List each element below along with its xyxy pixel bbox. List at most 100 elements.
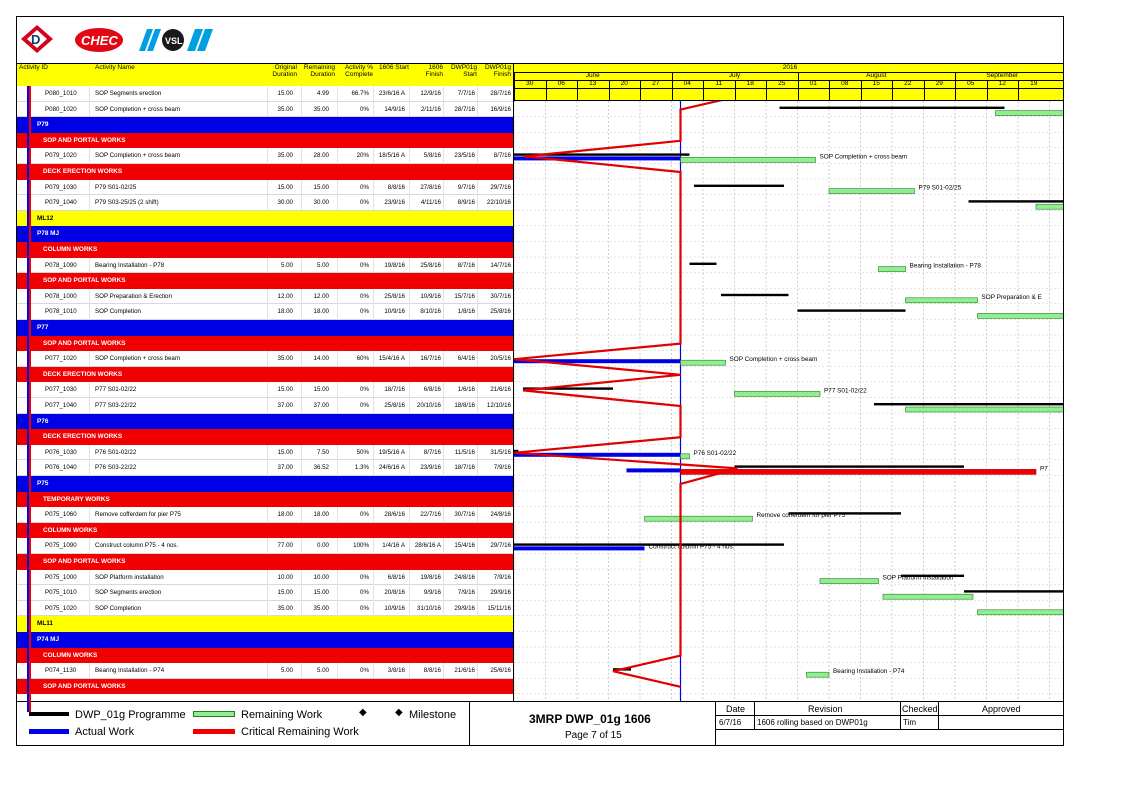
activity-row[interactable]: P080_1010 SOP Segments erection 15.00 4.99 6… bbox=[17, 86, 513, 102]
remaining-work-bar bbox=[828, 188, 915, 194]
wbs-group-header[interactable]: COLUMN WORKS bbox=[17, 242, 513, 258]
activity-row[interactable]: P079_1020 SOP Completion + cross beam 35.0… bbox=[17, 148, 513, 164]
activity-row[interactable]: P074_1130 Bearing Installation - P74 5.00 5… bbox=[17, 663, 513, 679]
cell-pct: 0% bbox=[360, 105, 369, 113]
activity-row[interactable]: P079_1030 P79 S01-02/25 15.00 15.00 0% 8/8/16… bbox=[17, 179, 513, 196]
activity-row[interactable]: P076_1030 P76 S01-02/22 15.00 7.50 50% 19/5/1… bbox=[17, 444, 513, 461]
timeline-week: 05 bbox=[967, 80, 975, 87]
cell-ds: 1/8/16 bbox=[457, 308, 475, 316]
legend-critical-swatch bbox=[193, 729, 235, 734]
cell-df: 25/8/16 bbox=[490, 308, 511, 316]
wbs-group-header[interactable]: P74 MJ bbox=[17, 632, 513, 648]
wbs-group-header[interactable]: P79 bbox=[17, 117, 513, 133]
wbs-group-header[interactable]: DECK ERECTION WORKS bbox=[17, 429, 513, 445]
cell-f: 20/10/16 bbox=[416, 402, 441, 409]
wbs-group-label: P78 MJ bbox=[37, 230, 60, 238]
cell-df: 7/9/16 bbox=[493, 464, 511, 472]
wbs-group-header[interactable]: P78 MJ bbox=[17, 226, 513, 242]
cell-pct: 0% bbox=[360, 292, 369, 300]
cell-f: 27/8/16 bbox=[420, 183, 441, 191]
activity-row[interactable]: P077_1040 P77 S03-22/22 37.00 37.00 0% 25/8/1… bbox=[17, 398, 513, 414]
cell-f: 19/8/16 bbox=[420, 573, 441, 581]
remaining-work-bar bbox=[977, 313, 1063, 319]
wbs-group-header[interactable]: ML11 bbox=[17, 616, 513, 632]
timeline-week: 11 bbox=[715, 80, 723, 87]
wbs-group-header[interactable]: COLUMN WORKS bbox=[17, 522, 513, 539]
wbs-group-header[interactable]: SOP AND PORTAL WORKS bbox=[17, 554, 513, 570]
cell-pct: 0% bbox=[360, 183, 369, 191]
cell-od: 35.00 bbox=[277, 105, 293, 113]
activity-table: P080_1010 SOP Segments erection 15.00 4.99 6… bbox=[17, 86, 513, 712]
cell-s: 28/6/16 bbox=[384, 511, 405, 519]
wbs-group-header[interactable]: COLUMN WORKS bbox=[17, 647, 513, 664]
actual-work-bar bbox=[626, 468, 681, 473]
cell-ds: 23/5/16 bbox=[454, 152, 475, 160]
cell-name: SOP Segments erection bbox=[95, 589, 162, 597]
wbs-group-header[interactable]: DECK ERECTION WORKS bbox=[17, 164, 513, 180]
cell-f: 4/11/16 bbox=[420, 199, 441, 207]
activity-row[interactable]: P075_1090 Construct column P75 - 4 nos. 77… bbox=[17, 538, 513, 554]
timeline-week: 13 bbox=[589, 80, 597, 87]
timeline-week: 19 bbox=[1030, 80, 1038, 87]
bar-label: P76 S01-02/22 bbox=[694, 450, 737, 457]
cell-name: Construct column P75 - 4 nos. bbox=[95, 542, 179, 550]
remaining-work-bar bbox=[819, 578, 879, 584]
wbs-group-label: SOP AND PORTAL WORKS bbox=[43, 136, 126, 144]
timeline-week-divider bbox=[829, 80, 830, 100]
timeline-month: July bbox=[728, 72, 741, 79]
timeline-week-divider bbox=[608, 80, 610, 100]
remaining-work-bar bbox=[977, 609, 1063, 616]
wbs-group-label: SOP AND PORTAL WORKS bbox=[43, 277, 126, 285]
wbs-group-header[interactable]: SOP AND PORTAL WORKS bbox=[17, 335, 513, 352]
svg-text:CHEC: CHEC bbox=[81, 33, 118, 48]
cell-od: 18.00 bbox=[277, 511, 293, 519]
remaining-work-bar bbox=[680, 453, 690, 460]
cell-f: 8/8/16 bbox=[423, 667, 441, 675]
activity-row[interactable]: P075_1010 SOP Segments erection 15.00 15.00… bbox=[17, 585, 513, 601]
activity-row[interactable]: P079_1040 P79 S03-25/25 (2 shift) 30.00 30.… bbox=[17, 195, 513, 211]
wbs-group-header[interactable]: SOP AND PORTAL WORKS bbox=[17, 273, 513, 289]
wbs-group-label: P76 bbox=[37, 417, 49, 425]
actual-work-bar bbox=[514, 546, 645, 551]
cell-id: P078_1010 bbox=[45, 308, 77, 316]
wbs-group-header[interactable]: TEMPORARY WORKS bbox=[17, 491, 513, 508]
programme-bar bbox=[964, 590, 1063, 593]
cell-ds: 7/7/16 bbox=[457, 90, 475, 97]
cell-s: 19/8/16 bbox=[384, 261, 405, 269]
activity-row[interactable]: P075_1060 Remove cofferdem for pier P75 18… bbox=[17, 507, 513, 523]
cell-pct: 20% bbox=[356, 152, 369, 160]
activity-row[interactable]: P078_1000 SOP Preparation & Erection 12.00… bbox=[17, 288, 513, 305]
wbs-group-header[interactable]: ML12 bbox=[17, 210, 513, 227]
cell-s: 15/4/16 A bbox=[378, 355, 405, 363]
activity-row[interactable]: P075_1020 SOP Completion 35.00 35.00 0% 10/9/… bbox=[17, 600, 513, 617]
header-1606-start: 1606 Start bbox=[379, 64, 409, 71]
activity-row[interactable]: P077_1020 SOP Completion + cross beam 35.0… bbox=[17, 351, 513, 367]
wbs-group-header[interactable]: SOP AND PORTAL WORKS bbox=[17, 678, 513, 695]
activity-row[interactable]: P078_1090 Bearing Installation - P78 5.00 5… bbox=[17, 257, 513, 274]
wbs-group-header[interactable]: SOP AND PORTAL WORKS bbox=[17, 132, 513, 149]
programme-bar bbox=[689, 262, 717, 265]
cell-df: 16/9/16 bbox=[490, 105, 511, 113]
cell-df: 31/5/16 bbox=[490, 448, 511, 456]
cell-od: 15.00 bbox=[277, 183, 293, 191]
cell-s: 23/9/16 bbox=[384, 199, 405, 207]
activity-row[interactable]: P075_1000 SOP Platform installation 10.00 1… bbox=[17, 569, 513, 586]
header-activity-name: Activity Name bbox=[95, 64, 135, 71]
wbs-group-header[interactable]: P76 bbox=[17, 413, 513, 430]
programme-bar bbox=[1063, 606, 1064, 608]
activity-row[interactable]: P078_1010 SOP Completion 18.00 18.00 0% 10/9/… bbox=[17, 304, 513, 320]
activity-row[interactable]: P077_1030 P77 S01-02/22 15.00 15.00 0% 18/7/1… bbox=[17, 382, 513, 398]
cell-rd: 5.00 bbox=[316, 261, 329, 269]
bar-label: P77 S01-02/22 bbox=[824, 387, 867, 394]
timeline-week: 15 bbox=[872, 80, 880, 87]
wbs-group-header[interactable]: P75 bbox=[17, 476, 513, 492]
activity-row[interactable]: P080_1020 SOP Completion + cross beam 35.0… bbox=[17, 101, 513, 118]
cell-id: P079_1030 bbox=[45, 183, 77, 191]
wbs-group-header[interactable]: P77 bbox=[17, 320, 513, 336]
wbs-group-header[interactable]: DECK ERECTION WORKS bbox=[17, 366, 513, 383]
cell-ds: 21/6/16 bbox=[454, 667, 475, 675]
logo-bar: D CHEC VSL bbox=[17, 17, 1063, 63]
activity-row[interactable]: P076_1040 P76 S03-22/22 37.00 36.52 1.3% 24/6… bbox=[17, 460, 513, 476]
cell-id: P075_1010 bbox=[45, 589, 77, 597]
cell-rd: 12.00 bbox=[313, 292, 329, 300]
